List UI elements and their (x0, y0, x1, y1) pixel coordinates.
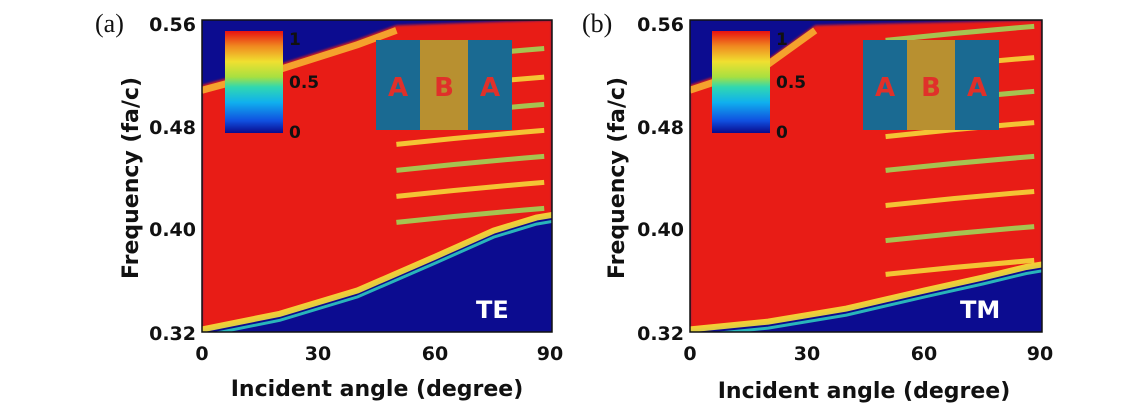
panel-label: (b) (582, 9, 612, 38)
x-tick-30: 30 (305, 343, 331, 365)
fringe-band (885, 189, 1035, 208)
y-tick-0-32: 0.32 (149, 323, 196, 345)
x-tick-90: 90 (1027, 343, 1053, 365)
layer-b: B (434, 73, 454, 103)
colorbar-tick-0-5: 0.5 (776, 73, 806, 93)
polarization-label: TE (476, 296, 509, 324)
y-tick-0-48: 0.48 (149, 117, 196, 139)
fringe-band (396, 153, 545, 173)
colorbar-tick-0-5: 0.5 (289, 73, 319, 93)
structure-inset: A B A (863, 40, 999, 130)
y-tick-0-56: 0.56 (637, 14, 684, 36)
y-axis-title: Frequency (fa/c) (605, 77, 630, 279)
x-tick-0: 0 (683, 343, 696, 365)
lower-band-edge-inner (213, 220, 552, 332)
layer-b: B (921, 73, 941, 103)
y-tick-0-40: 0.40 (637, 219, 684, 241)
y-axis-title: Frequency (fa/c) (119, 77, 144, 279)
x-tick-60: 60 (911, 343, 937, 365)
x-tick-0: 0 (195, 343, 208, 365)
layer-a-left: A (875, 73, 895, 103)
fringe-band (885, 224, 1035, 244)
fringe-band (885, 153, 1035, 173)
x-tick-90: 90 (537, 343, 563, 365)
panel-tm: 1 0.5 0 A B A TM (b) 0.56 0.48 0.40 0.32… (582, 9, 1053, 404)
colorbar-tick-0: 0 (776, 123, 788, 143)
panel-te: 1 0.5 0 A B A TE (a) 0.56 0.48 0.40 0.32… (95, 9, 563, 402)
polarization-label: TM (960, 296, 1000, 324)
structure-inset: A B A (376, 40, 512, 130)
colorbar-tick-0: 0 (289, 123, 301, 143)
plot-frame (201, 19, 553, 333)
lower-band-edge-inner (713, 269, 1042, 332)
y-tick-0-40: 0.40 (149, 219, 196, 241)
panel-label: (a) (95, 9, 124, 38)
lower-band-edge (690, 261, 1042, 332)
fringe-band (885, 23, 1035, 43)
y-tick-0-56: 0.56 (149, 14, 196, 36)
fringe-band (396, 127, 545, 147)
x-tick-30: 30 (794, 343, 820, 365)
x-axis-title: Incident angle (degree) (718, 379, 1011, 404)
colorbar (225, 31, 283, 133)
fringe-band (396, 179, 545, 199)
x-tick-60: 60 (422, 343, 448, 365)
fringe-band (885, 257, 1035, 277)
x-axis-title: Incident angle (degree) (231, 377, 524, 402)
lower-band-edge (202, 212, 552, 332)
colorbar-tick-1: 1 (776, 30, 788, 50)
colorbar (712, 31, 770, 133)
y-tick-0-32: 0.32 (637, 323, 684, 345)
layer-a-right: A (480, 73, 500, 103)
colorbar-tick-1: 1 (289, 30, 301, 50)
layer-a-left: A (388, 73, 408, 103)
plot-frame (689, 19, 1043, 333)
layer-a-right: A (967, 73, 987, 103)
fringe-band (396, 205, 545, 225)
y-tick-0-48: 0.48 (637, 117, 684, 139)
